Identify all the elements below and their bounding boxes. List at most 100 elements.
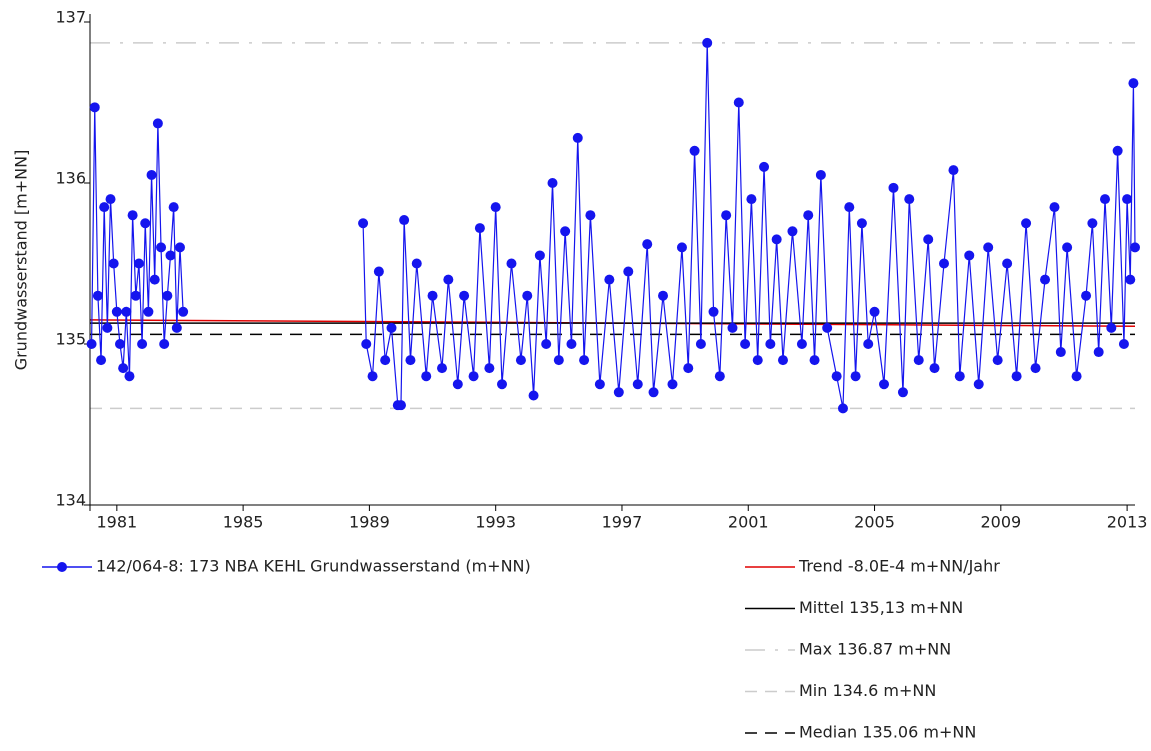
data-point xyxy=(506,258,517,269)
data-point xyxy=(373,266,384,277)
data-point xyxy=(822,322,833,333)
data-point xyxy=(395,400,406,411)
data-point xyxy=(667,379,678,390)
data-point xyxy=(809,355,820,366)
data-point xyxy=(579,355,590,366)
data-point xyxy=(844,202,855,213)
data-point xyxy=(594,379,605,390)
data-point xyxy=(1106,322,1117,333)
data-point xyxy=(938,258,949,269)
data-point xyxy=(850,371,861,382)
data-point xyxy=(648,387,659,398)
data-point xyxy=(367,371,378,382)
data-point xyxy=(632,379,643,390)
data-point xyxy=(658,290,669,301)
data-point xyxy=(96,355,107,366)
data-point xyxy=(111,306,122,317)
data-point xyxy=(1030,363,1041,374)
data-point xyxy=(89,102,100,113)
data-point xyxy=(888,182,899,193)
data-point xyxy=(1130,242,1140,253)
data-point xyxy=(771,234,782,245)
data-point xyxy=(1125,274,1136,285)
data-point xyxy=(102,322,113,333)
y-axis-label: Grundwasserstand [m+NN] xyxy=(12,150,31,371)
data-point xyxy=(411,258,422,269)
x-tick-label: 1989 xyxy=(349,513,390,532)
data-point xyxy=(541,339,552,349)
data-point xyxy=(746,194,757,205)
data-point xyxy=(897,387,908,398)
data-point xyxy=(534,250,545,261)
data-point xyxy=(856,218,867,229)
data-point xyxy=(168,202,179,213)
x-tick-label: 1993 xyxy=(475,513,516,532)
x-tick-label: 2009 xyxy=(980,513,1021,532)
data-point xyxy=(127,210,138,221)
data-point xyxy=(130,290,141,301)
data-point xyxy=(733,97,744,108)
data-point xyxy=(964,250,975,261)
data-point xyxy=(1128,78,1139,89)
data-point xyxy=(358,218,369,229)
data-point xyxy=(863,339,874,349)
data-point xyxy=(1055,347,1066,358)
data-point xyxy=(1040,274,1051,285)
legend-label: Max 136.87 m+NN xyxy=(799,640,951,659)
data-point xyxy=(386,322,397,333)
data-point xyxy=(140,218,151,229)
data-point xyxy=(515,355,526,366)
data-point xyxy=(683,363,694,374)
data-point xyxy=(613,387,624,398)
data-point xyxy=(879,379,890,390)
data-point xyxy=(796,339,807,349)
data-point xyxy=(572,132,583,143)
data-point xyxy=(452,379,463,390)
data-point xyxy=(528,390,539,401)
data-point xyxy=(837,403,848,414)
data-point xyxy=(560,226,571,237)
data-point xyxy=(399,215,410,226)
data-point xyxy=(815,169,826,180)
data-point xyxy=(468,371,479,382)
data-point xyxy=(380,355,391,366)
x-tick-label: 1981 xyxy=(96,513,137,532)
data-point xyxy=(497,379,508,390)
data-point xyxy=(1087,218,1098,229)
data-point xyxy=(421,371,432,382)
data-point xyxy=(99,202,110,213)
data-point xyxy=(1002,258,1013,269)
data-point xyxy=(765,339,776,349)
y-tick-label: 134 xyxy=(55,491,86,510)
data-point xyxy=(105,194,116,205)
x-tick-label: 2001 xyxy=(728,513,769,532)
data-point xyxy=(973,379,984,390)
data-point xyxy=(149,274,160,285)
data-point xyxy=(923,234,934,245)
data-point xyxy=(992,355,1003,366)
legend-label: Trend -8.0E-4 m+NN/Jahr xyxy=(798,557,1000,576)
data-point xyxy=(121,306,132,317)
data-point xyxy=(913,355,924,366)
data-point xyxy=(165,250,176,261)
data-point xyxy=(522,290,533,301)
data-point xyxy=(585,210,596,221)
series-line xyxy=(362,42,1136,409)
data-point xyxy=(171,322,182,333)
data-point xyxy=(1049,202,1060,213)
data-point xyxy=(623,266,634,277)
data-point xyxy=(752,355,763,366)
data-point xyxy=(162,290,173,301)
data-point xyxy=(174,242,185,253)
data-point xyxy=(708,306,719,317)
y-tick-label: 137 xyxy=(55,8,86,27)
y-tick-label: 135 xyxy=(55,330,86,349)
data-point xyxy=(1062,242,1073,253)
data-point xyxy=(553,355,564,366)
x-tick-label: 2013 xyxy=(1107,513,1148,532)
x-tick-label: 1985 xyxy=(223,513,264,532)
data-point xyxy=(152,118,163,129)
data-point xyxy=(124,371,135,382)
legend-label: Min 134.6 m+NN xyxy=(799,681,936,700)
